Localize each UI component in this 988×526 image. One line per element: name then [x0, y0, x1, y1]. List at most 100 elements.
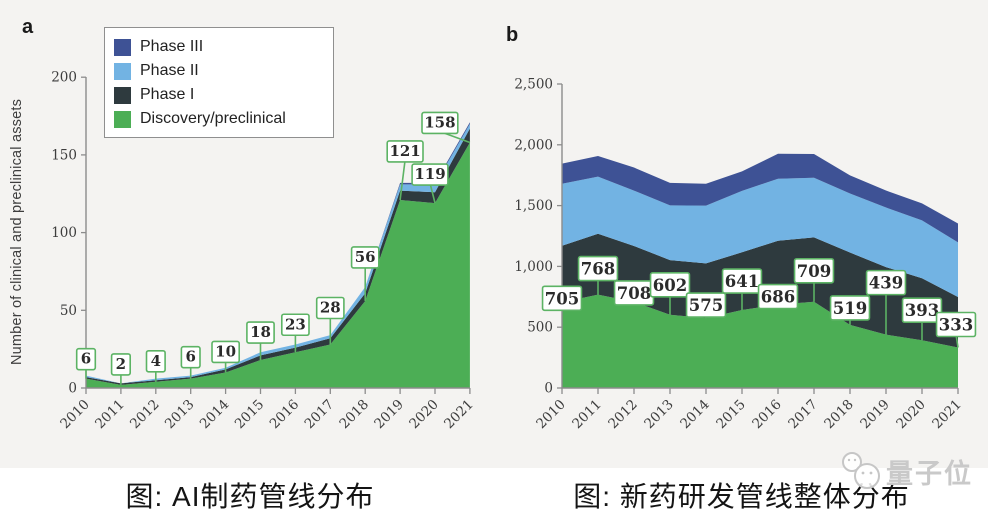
y-tick-label: 1,500	[514, 198, 553, 214]
y-tick-label: 50	[60, 303, 77, 319]
data-label-box	[75, 347, 97, 371]
area-phase-iii	[562, 153, 958, 243]
data-label-value: 709	[797, 262, 831, 281]
data-label-value: 6	[81, 350, 91, 368]
x-tick-label-year: 2015	[713, 397, 749, 433]
x-tick-label-year: 2018	[821, 397, 857, 433]
data-label-box	[386, 140, 424, 163]
x-tick-label-year: 2016	[749, 397, 785, 433]
caption-panel-b: 图: 新药研发管线整体分布	[573, 481, 910, 512]
x-tick-label-year: 2012	[605, 397, 641, 433]
data-label-box	[721, 268, 763, 294]
legend-box: Phase III Phase II Phase I Discovery/precli…	[104, 27, 334, 138]
legend-label: Phase III	[140, 38, 204, 55]
data-label-value: 768	[581, 260, 615, 279]
legend-item-phase-ii: Phase II	[114, 59, 324, 83]
area-discovery-preclinical	[562, 294, 958, 388]
x-tick-label-year: 2013	[641, 397, 677, 433]
x-tick-label-year: 2014	[197, 397, 233, 433]
data-label-value: 393	[905, 301, 939, 320]
data-label-value: 708	[617, 284, 651, 303]
data-label-value: 4	[151, 352, 161, 370]
y-tick-label: 2,500	[514, 77, 553, 93]
data-label-box	[180, 345, 201, 369]
data-label-value: 575	[689, 296, 723, 315]
data-label-value: 119	[414, 165, 445, 183]
legend-swatch	[114, 62, 131, 80]
x-tick-label-year: 2011	[569, 397, 605, 433]
x-tick-label-year: 2014	[677, 397, 713, 433]
data-label-value: 23	[285, 315, 306, 333]
data-label-value: 705	[545, 289, 579, 308]
data-label-value: 18	[250, 323, 271, 341]
data-label-box	[829, 295, 871, 321]
data-label-value: 641	[725, 272, 759, 291]
area-discovery-preclinical	[86, 142, 470, 388]
data-label-value: 519	[833, 299, 867, 318]
data-label-box	[793, 257, 835, 284]
x-tick-label-year: 2013	[162, 397, 198, 433]
legend-swatch	[114, 38, 131, 56]
data-label-value: 2	[116, 355, 126, 373]
x-tick-label-year: 2019	[857, 397, 893, 433]
x-tick-label-year: 2012	[127, 397, 163, 433]
x-tick-label-year: 2019	[371, 397, 407, 433]
data-label-value: 333	[939, 316, 973, 335]
data-label-box	[280, 313, 310, 337]
caption-panel-a: 图: AI制药管线分布	[125, 481, 375, 512]
legend-item-phase-i: Phase I	[114, 83, 324, 107]
data-label-box	[246, 321, 275, 344]
x-tick-label-year: 2017	[302, 397, 338, 433]
label-connector	[399, 159, 406, 201]
data-label-box	[757, 283, 799, 310]
legend-item-discovery-preclinical: Discovery/preclinical	[114, 107, 324, 131]
y-tick-label: 0	[68, 381, 77, 397]
y-tick-label: 1,000	[514, 259, 553, 275]
data-label-box	[935, 311, 977, 338]
legend-swatch	[114, 110, 131, 128]
x-tick-label-year: 2020	[406, 397, 442, 433]
x-tick-label-year: 2015	[232, 397, 268, 433]
x-tick-label-year: 2010	[57, 397, 93, 433]
legend-label: Phase II	[140, 62, 199, 79]
data-label-box	[649, 271, 691, 298]
x-tick-label-year: 2018	[336, 397, 372, 433]
data-label-box	[350, 246, 380, 269]
y-tick-label: 500	[527, 320, 553, 336]
y-tick-label: 2,000	[514, 137, 553, 153]
data-label-box	[901, 297, 943, 324]
data-label-value: 158	[424, 113, 455, 131]
data-label-value: 686	[761, 288, 795, 307]
panel-b-letter: b	[506, 24, 519, 46]
legend-label: Phase I	[140, 86, 195, 103]
data-label-value: 28	[320, 298, 341, 316]
y-tick-label: 100	[51, 225, 77, 241]
legend-item-phase-iii: Phase III	[114, 35, 324, 59]
data-label-box	[211, 340, 241, 364]
panel-a-letter: a	[22, 16, 34, 38]
legend-swatch	[114, 86, 131, 104]
y-tick-label: 200	[51, 70, 77, 86]
data-label-value: 10	[215, 342, 236, 360]
data-label-box	[110, 353, 131, 376]
caption-band: 图: AI制药管线分布 图: 新药研发管线整体分布	[0, 468, 988, 526]
data-label-box	[411, 163, 449, 186]
data-label-value: 439	[869, 274, 903, 293]
data-label-box	[421, 111, 459, 135]
y-tick-label: 150	[51, 147, 77, 163]
data-label-value: 121	[389, 142, 420, 160]
x-tick-label-year: 2021	[929, 397, 965, 433]
data-label-box	[315, 296, 345, 320]
x-tick-label-year: 2021	[441, 397, 477, 433]
data-label-value: 56	[355, 248, 376, 266]
panel-a-y-axis-title: Number of clinical and preclinical asset…	[9, 98, 25, 366]
x-tick-label-year: 2010	[533, 397, 569, 433]
data-label-box	[685, 292, 727, 318]
x-tick-label-year: 2020	[893, 397, 929, 433]
legend-label: Discovery/preclinical	[140, 110, 286, 127]
area-phase-ii	[562, 176, 958, 298]
data-label-box	[865, 269, 907, 296]
x-tick-label-year: 2017	[785, 397, 821, 433]
